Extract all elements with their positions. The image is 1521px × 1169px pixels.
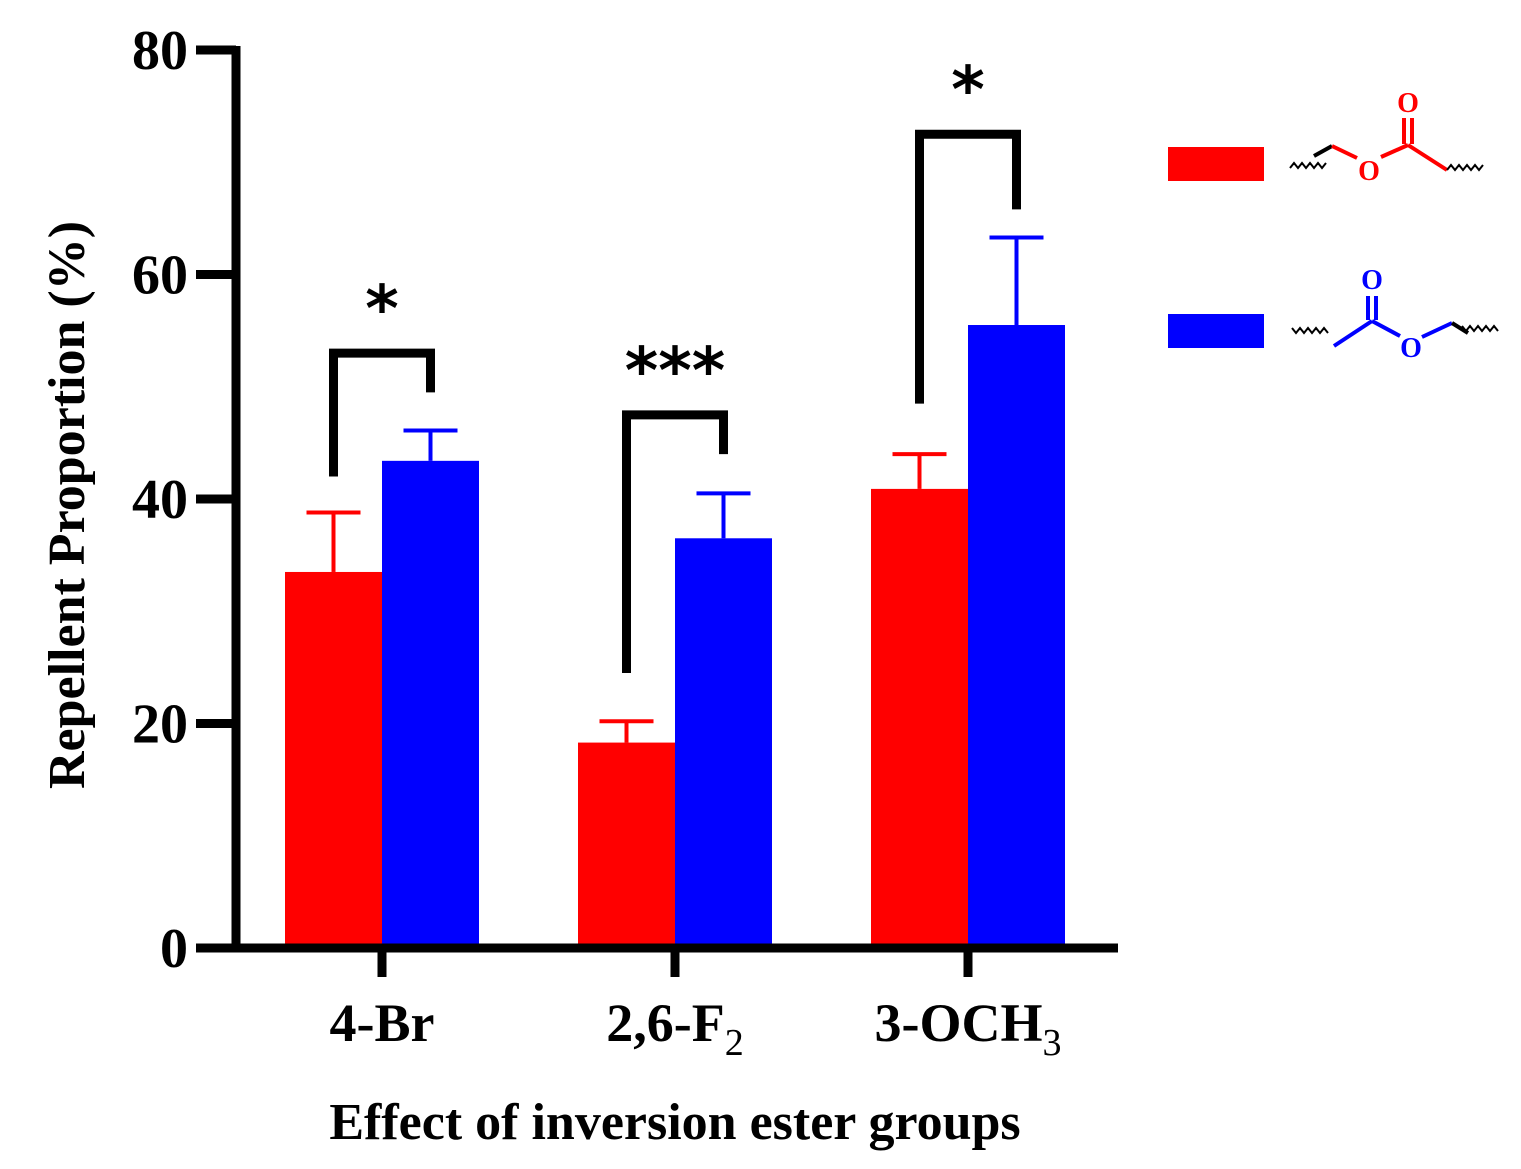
svg-text:O: O: [1358, 156, 1380, 187]
y-tick-label-60: 60: [132, 245, 188, 307]
significance-label-2: *: [951, 54, 984, 128]
bar-blue-0: [382, 460, 479, 948]
y-tick-label-80: 80: [132, 20, 188, 82]
x-tick-label-2: 3-OCH3: [875, 993, 1062, 1064]
legend-swatch-blue: [1168, 314, 1264, 348]
y-axis-label: Repellent Proportion (%): [39, 221, 96, 789]
bar-blue-1: [675, 538, 772, 948]
y-tick-label-0: 0: [160, 918, 188, 980]
bar-red-2: [871, 488, 968, 948]
significance-label-0: *: [365, 273, 398, 347]
svg-text:O: O: [1361, 265, 1383, 296]
significance-bracket-2: [915, 129, 1021, 404]
significance-bracket-1: [622, 410, 728, 673]
significance-bracket-0: [329, 348, 435, 477]
legend: O O O O: [1168, 88, 1499, 364]
legend-swatch-red: [1168, 147, 1264, 181]
bar-red-0: [285, 571, 382, 948]
svg-text:O: O: [1397, 88, 1419, 119]
legend-blue-inverted-ester-structure-icon: O O: [1291, 265, 1499, 364]
x-axis-label: Effect of inversion ester groups: [329, 1094, 1020, 1151]
x-tick-label-1: 2,6-F2: [606, 993, 743, 1064]
x-tick-label-0: 4-Br: [330, 993, 435, 1053]
bar-blue-2: [968, 325, 1065, 948]
svg-text:O: O: [1400, 333, 1422, 364]
significance-label-1: ***: [625, 335, 725, 409]
y-tick-label-20: 20: [132, 694, 188, 756]
bar-red-1: [578, 742, 675, 948]
y-tick-label-40: 40: [132, 469, 188, 531]
legend-red-ester-structure-icon: O O: [1289, 88, 1484, 187]
